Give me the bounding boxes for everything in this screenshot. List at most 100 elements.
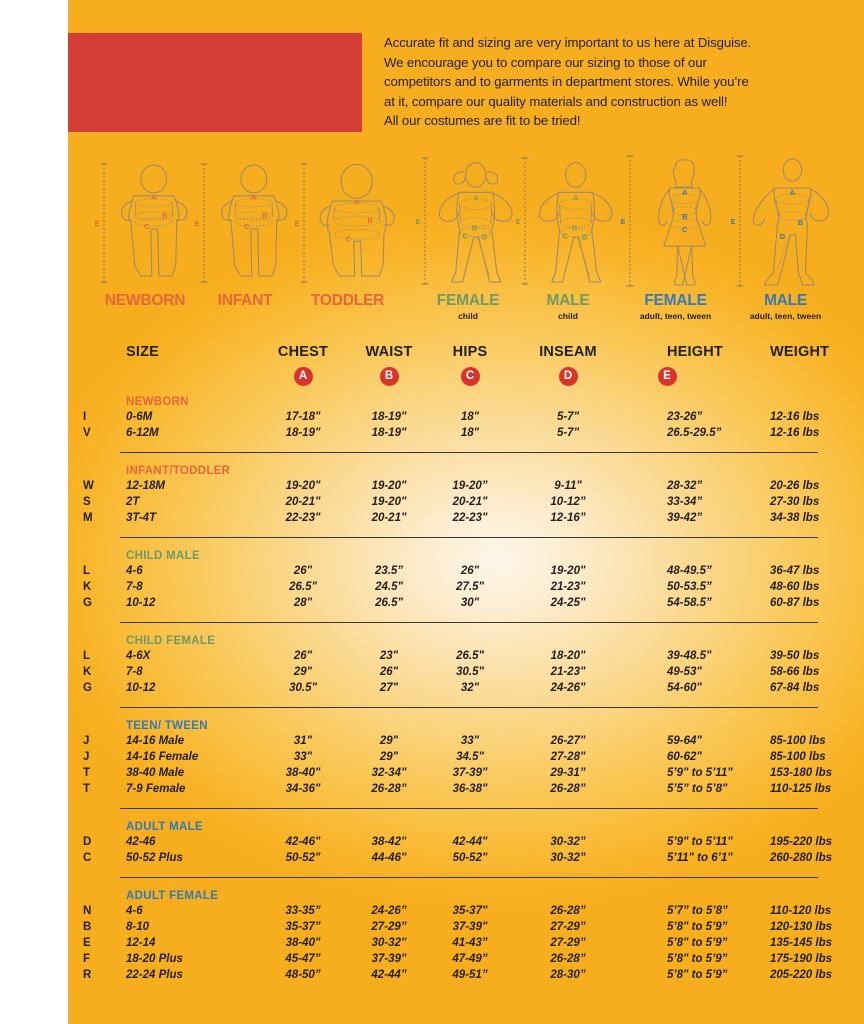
figure-toddler: E A B C TODDLER: [290, 150, 405, 309]
svg-text:B: B: [572, 223, 578, 232]
cell-inseam: 10-12”: [550, 496, 586, 508]
svg-text:C: C: [345, 234, 351, 243]
cell-inseam: 26-28”: [550, 783, 586, 795]
svg-text:C: C: [244, 222, 250, 231]
section-divider: [120, 707, 818, 708]
svg-text:B: B: [262, 211, 268, 220]
cell-hips: 22-23": [452, 512, 488, 524]
table-row: I 0-6M 17-18" 18-19" 18" 5-7" 23-26” 12-16 lbs: [68, 411, 864, 427]
cell-weight: 175-190 lbs: [770, 953, 833, 965]
svg-text:B: B: [162, 211, 168, 220]
cell-weight: 27-30 lbs: [770, 496, 820, 508]
svg-text:C: C: [462, 231, 468, 240]
section-title: TEEN/ TWEEN: [126, 720, 208, 732]
cell-waist: 29": [379, 735, 399, 747]
cell-inseam: 30-32”: [550, 836, 586, 848]
cell-weight: 60-87 lbs: [770, 597, 820, 609]
cell-height: 33-34”: [667, 496, 703, 508]
cell-hips: 47-49”: [452, 953, 488, 965]
cell-weight: 85-100 lbs: [770, 735, 826, 747]
figure-newborn: E A B C NEWBORN: [90, 150, 200, 309]
svg-text:D: D: [780, 232, 786, 241]
cell-size: 3T-4T: [126, 512, 157, 524]
measure-badge-a: A: [293, 367, 313, 386]
section-divider: [120, 452, 818, 453]
table-section: ADULT MALE D 42-46 42-46" 38-42" 42-44" 30-32”…: [68, 808, 864, 868]
figure-label: TODDLER: [310, 292, 385, 309]
cell-inseam: 18-20": [550, 650, 586, 662]
cell-weight: 135-145 lbs: [770, 937, 833, 949]
cell-size: 4-6X: [126, 650, 151, 662]
cell-chest: 18-19": [285, 427, 321, 439]
table-row: K 7-8 26.5" 24.5" 27.5" 21-23" 50-53.5” 48-60 l…: [68, 581, 864, 597]
cell-height: 5’8" to 5’9”: [667, 953, 728, 965]
intro-paragraph: Accurate fit and sizing are very importa…: [384, 33, 814, 131]
svg-text:A: A: [790, 188, 796, 197]
column-header-weight: WEIGHT: [770, 344, 830, 360]
section-title: ADULT FEMALE: [126, 890, 219, 902]
cell-inseam: 30-32”: [550, 852, 586, 864]
cell-size: 4-6: [126, 565, 143, 577]
svg-text:E: E: [416, 219, 421, 226]
cell-height: 49-53": [667, 666, 702, 678]
cell-chest: 45-47”: [285, 953, 321, 965]
size-table: SIZE CHEST A WAIST B HIPS C INSEAM D HEIGHT E WEIGH…: [68, 338, 864, 985]
cell-size: 4-6: [126, 905, 143, 917]
column-header-waist: WAIST: [365, 344, 413, 360]
cell-chest: 42-46": [285, 836, 321, 848]
cell-inseam: 29-31”: [550, 767, 586, 779]
row-code: W: [83, 480, 94, 492]
cell-weight: 36-47 lbs: [770, 565, 820, 577]
cell-hips: 27.5": [456, 581, 484, 593]
cell-inseam: 26-28”: [550, 905, 586, 917]
section-title: ADULT MALE: [126, 821, 203, 833]
intro-line: competitors and to garments in departmen…: [384, 74, 749, 90]
table-section: CHILD MALE L 4-6 26" 23.5” 26" 19-20" 48-49.5” 3…: [68, 537, 864, 613]
cell-chest: 26": [293, 565, 313, 577]
figure-sublabel: adult, teen, tween: [639, 311, 712, 321]
cell-size: 7-8: [126, 666, 143, 678]
cell-height: 5’5” to 5’8": [667, 783, 728, 795]
cell-size: 50-52 Plus: [126, 852, 183, 864]
row-code: J: [83, 735, 90, 747]
table-row: W 12-18M 19-20" 19-20" 19-20” 9-11" 28-32” 20-2…: [68, 480, 864, 496]
cell-weight: 67-84 lbs: [770, 682, 820, 694]
cell-hips: 35-37": [452, 905, 488, 917]
cell-waist: 26.5": [375, 597, 403, 609]
table-sections: NEWBORN I 0-6M 17-18" 18-19" 18" 5-7" 23-26” 12-…: [68, 392, 864, 985]
cell-weight: 195-220 lbs: [770, 836, 833, 848]
cell-size: 38-40 Male: [126, 767, 185, 779]
cell-height: 5’7” to 5’8”: [667, 905, 728, 917]
cell-waist: 20-21": [371, 512, 407, 524]
cell-size: 12-18M: [126, 480, 165, 492]
cell-inseam: 24-25": [550, 597, 586, 609]
cell-weight: 205-220 lbs: [770, 969, 833, 981]
cell-waist: 24-26”: [371, 905, 407, 917]
section-divider: [120, 808, 818, 809]
svg-text:E: E: [731, 219, 736, 226]
column-header-hips: HIPS: [452, 344, 488, 360]
row-code: T: [83, 767, 91, 779]
section-divider: [120, 537, 818, 538]
cell-height: 26.5-29.5”: [667, 427, 722, 439]
cell-waist: 32-34": [371, 767, 407, 779]
table-row: B 8-10 35-37” 27-29” 37-39" 27-29” 5’8" to 5’9…: [68, 921, 864, 937]
table-row: T 38-40 Male 38-40" 32-34" 37-39" 29-31” 5’9" …: [68, 767, 864, 783]
cell-hips: 41-43”: [452, 937, 488, 949]
cell-size: 7-9 Female: [126, 783, 186, 795]
cell-waist: 26": [379, 666, 399, 678]
cell-weight: 58-66 lbs: [770, 666, 820, 678]
svg-text:C: C: [682, 225, 688, 234]
svg-text:B: B: [472, 223, 478, 232]
cell-chest: 38-40": [285, 937, 321, 949]
cell-inseam: 27-28": [550, 751, 586, 763]
cell-weight: 39-50 lbs: [770, 650, 820, 662]
svg-text:E: E: [195, 221, 200, 228]
cell-waist: 37-39": [371, 953, 407, 965]
cell-size: 12-14: [126, 937, 156, 949]
cell-inseam: 27-29”: [550, 921, 586, 933]
table-row: D 42-46 42-46" 38-42" 42-44" 30-32” 5’9" to 5’…: [68, 836, 864, 852]
section-divider: [120, 622, 818, 623]
svg-text:A: A: [473, 193, 479, 202]
